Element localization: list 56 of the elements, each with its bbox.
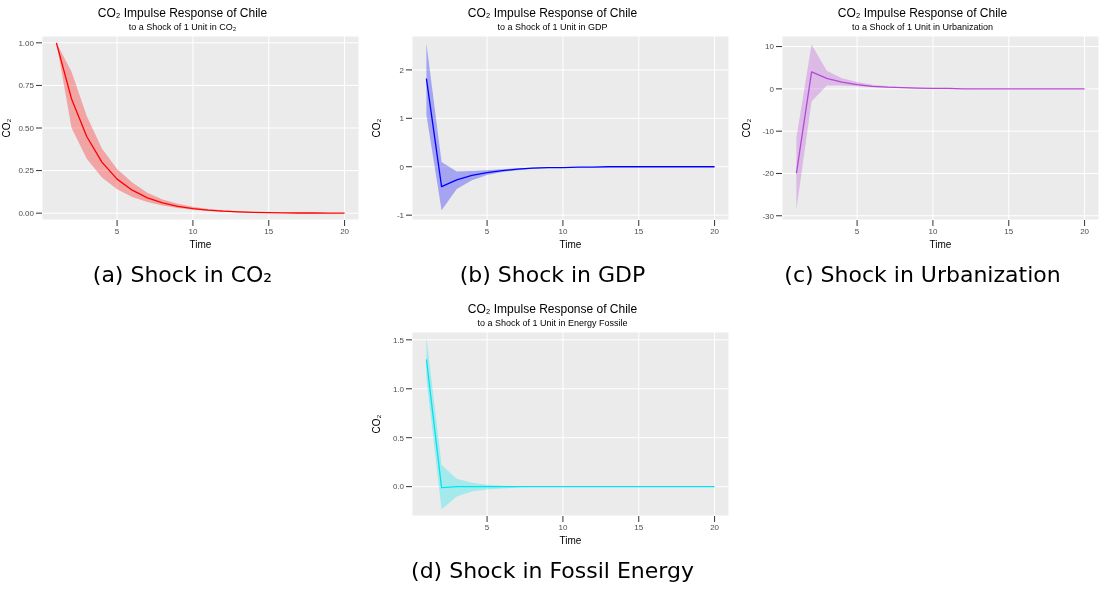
x-tick-label: 10: [558, 522, 568, 532]
y-axis-title: CO₂: [370, 414, 382, 434]
y-tick-label: -10: [762, 127, 775, 137]
y-tick-label: 1: [399, 114, 405, 124]
x-axis-title: Time: [559, 535, 582, 546]
x-tick-label: 5: [114, 226, 120, 236]
line-series: [795, 71, 1086, 175]
y-axis-title: CO₂: [0, 118, 12, 138]
y-tick-label: 0: [769, 84, 775, 94]
y-tick-label: 1.5: [392, 335, 405, 345]
y-axis-title: CO₂: [370, 118, 382, 138]
y-tick-label: -30: [762, 211, 775, 221]
x-tick-label: 5: [854, 226, 860, 236]
x-tick-label: 20: [710, 226, 720, 236]
y-tick-label: -20: [762, 169, 775, 179]
y-tick-label: 0.00: [18, 209, 35, 219]
text: (c) Shock in Urbanization: [783, 262, 1062, 287]
chart-subtitle: to a Shock of 1 Unit in CO₂: [127, 22, 238, 32]
x-tick-label: 15: [264, 226, 274, 236]
y-tick-label: 0.50: [18, 123, 35, 133]
x-tick-label: 15: [634, 522, 644, 532]
chart-title: CO₂ Impulse Response of Chile: [836, 6, 1009, 20]
text: (d) Shock in Fossil Energy: [410, 558, 695, 583]
y-tick-label: 0: [399, 162, 405, 172]
x-tick-label: 10: [928, 226, 938, 236]
y-axis-title: CO₂: [740, 118, 752, 138]
chart-subtitle: to a Shock of 1 Unit in Urbanization: [850, 22, 995, 32]
y-tick-label: 2: [399, 65, 405, 75]
chart-title: CO₂ Impulse Response of Chile: [466, 302, 639, 316]
chart-title: CO₂ Impulse Response of Chile: [466, 6, 639, 20]
x-tick-label: 20: [340, 226, 350, 236]
x-tick-label: 5: [484, 522, 490, 532]
chart-subtitle: to a Shock of 1 Unit in GDP: [496, 22, 609, 32]
y-tick-label: 1.00: [18, 38, 35, 48]
x-tick-label: 10: [188, 226, 198, 236]
x-axis-title: Time: [559, 239, 582, 250]
y-tick-label: 1.0: [392, 384, 405, 394]
x-axis-title: Time: [929, 239, 952, 250]
x-tick-label: 10: [558, 226, 568, 236]
text: (a) Shock in CO₂: [91, 262, 274, 287]
x-tick-label: 20: [1080, 226, 1090, 236]
chart-title: CO₂ Impulse Response of Chile: [96, 6, 269, 20]
x-tick-label: 5: [484, 226, 490, 236]
chart-subtitle: to a Shock of 1 Unit in Energy Fossile: [476, 318, 629, 328]
y-tick-label: 10: [765, 42, 775, 52]
x-tick-label: 15: [634, 226, 644, 236]
y-tick-label: 0.0: [392, 482, 405, 492]
y-tick-label: 0.5: [392, 433, 405, 443]
y-tick-label: 0.25: [18, 166, 35, 176]
y-tick-label: 0.75: [18, 81, 35, 91]
x-tick-label: 20: [710, 522, 720, 532]
text: (b) Shock in GDP: [458, 262, 647, 287]
y-tick-label: -1: [396, 211, 405, 220]
x-axis-title: Time: [189, 239, 212, 250]
line-series: [425, 77, 716, 188]
x-tick-label: 15: [1004, 226, 1014, 236]
